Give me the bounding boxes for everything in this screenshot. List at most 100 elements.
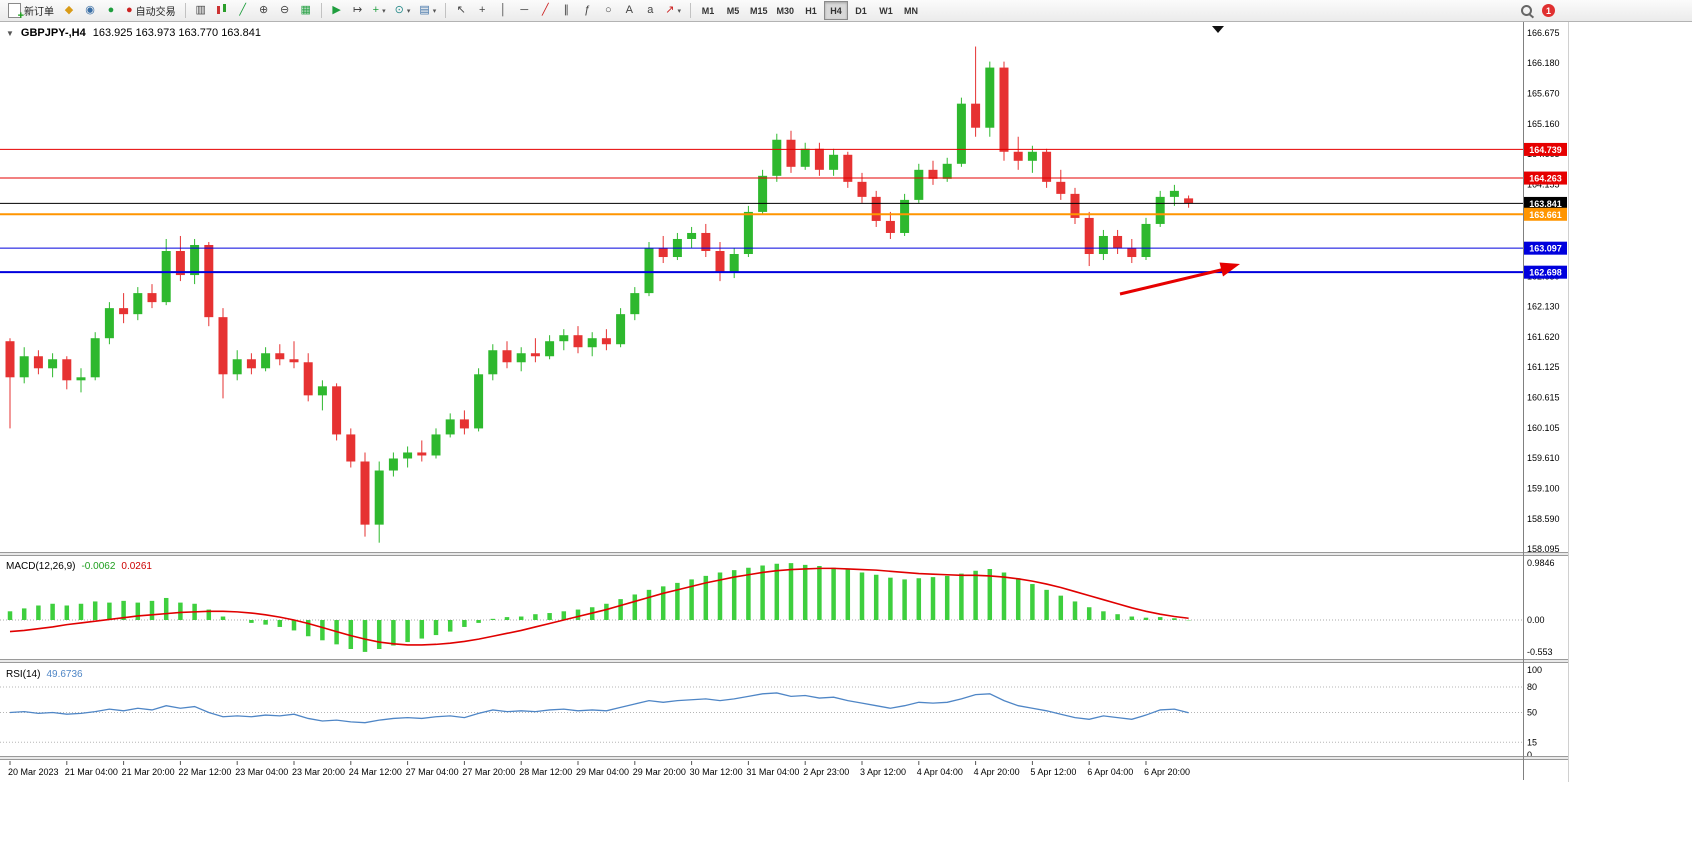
new-order-button[interactable]: 新订单 — [4, 1, 58, 22]
chart-canvas[interactable]: 166.675166.180165.670165.160164.665164.1… — [0, 22, 1568, 780]
svg-text:159.100: 159.100 — [1527, 484, 1560, 494]
periods-button[interactable]: ⊙ ▾ — [391, 1, 415, 20]
horizontal-line-button[interactable]: ─ — [514, 1, 534, 20]
svg-text:21 Mar 04:00: 21 Mar 04:00 — [65, 767, 118, 777]
new-order-icon — [8, 3, 24, 22]
svg-text:162.698: 162.698 — [1529, 268, 1562, 278]
svg-text:80: 80 — [1527, 682, 1537, 692]
svg-text:-0.553: -0.553 — [1527, 647, 1553, 657]
svg-text:100: 100 — [1527, 665, 1542, 675]
svg-text:27 Mar 20:00: 27 Mar 20:00 — [462, 767, 515, 777]
timeframe-m30-button[interactable]: M30 — [773, 1, 799, 20]
svg-text:21 Mar 20:00: 21 Mar 20:00 — [122, 767, 175, 777]
search-button[interactable] — [1516, 1, 1536, 20]
toolbar-separator — [320, 3, 322, 18]
new-order-label: 新订单 — [24, 7, 54, 18]
timeframe-mn-button[interactable]: MN — [899, 1, 923, 20]
svg-text:162.130: 162.130 — [1527, 301, 1560, 311]
candlestick-chart-button[interactable] — [212, 1, 232, 20]
channel-button[interactable]: ∥ — [556, 1, 576, 20]
chart-shift-icon: ↦ — [353, 4, 363, 16]
trendline-icon: ╱ — [541, 4, 549, 16]
timeframes-group: M1 M5 M15 M30 H1 H4 D1 W1 MN — [694, 1, 925, 20]
chart-window: ▼ GBPJPY-,H4 163.925 163.973 163.770 163… — [0, 22, 1569, 782]
svg-text:2 Apr 23:00: 2 Apr 23:00 — [803, 767, 849, 777]
timeframe-d1-button[interactable]: D1 — [849, 1, 873, 20]
zoom-in-button[interactable]: ⊕ — [254, 1, 274, 20]
crosshair-button[interactable]: + — [472, 1, 492, 20]
svg-text:20 Mar 2023: 20 Mar 2023 — [8, 767, 59, 777]
svg-text:160.615: 160.615 — [1527, 392, 1560, 402]
zoom-in-icon: ⊕ — [259, 4, 269, 16]
toolbar-right-group: 1 — [1516, 1, 1555, 20]
indicators-icon: + — [372, 4, 380, 16]
svg-text:165.160: 165.160 — [1527, 119, 1560, 129]
auto-trading-button[interactable]: ● 自动交易 — [122, 1, 180, 20]
text-button[interactable]: A — [619, 1, 639, 20]
toolbar: 新订单 ◆ ◉ ● ● 自动交易 ▥ ╱ ⊕ ⊖ ▦ ▶ ↦ +▾ ⊙▾ ▤▾ — [0, 0, 1692, 22]
templates-icon: ▤ — [419, 4, 430, 16]
chart-tools-group: ▶ ↦ + ▾ ⊙ ▾ ▤ ▾ — [325, 1, 443, 20]
svg-text:159.610: 159.610 — [1527, 453, 1560, 463]
cursor-button[interactable]: ↖ — [451, 1, 471, 20]
svg-text:0: 0 — [1527, 750, 1532, 760]
shapes-icon: ○ — [604, 4, 612, 16]
navigator-button[interactable]: ◉ — [80, 1, 100, 20]
tile-windows-icon: ▦ — [300, 4, 311, 16]
svg-text:166.675: 166.675 — [1527, 28, 1560, 38]
timeframe-m5-button[interactable]: M5 — [721, 1, 745, 20]
one-click-trading-toggle-icon[interactable]: ▼ — [6, 28, 14, 38]
svg-text:161.620: 161.620 — [1527, 332, 1560, 342]
macd-main-value: -0.0062 — [81, 561, 116, 572]
svg-text:3 Apr 12:00: 3 Apr 12:00 — [860, 767, 906, 777]
svg-text:166.180: 166.180 — [1527, 58, 1560, 68]
svg-text:158.590: 158.590 — [1527, 514, 1560, 524]
arrow-tools-button[interactable]: ↗ ▾ — [661, 1, 685, 20]
terminal-icon: ● — [107, 4, 115, 16]
line-chart-icon: ╱ — [239, 4, 246, 16]
vertical-line-button[interactable]: │ — [493, 1, 513, 20]
vertical-line-icon: │ — [499, 4, 507, 16]
terminal-button[interactable]: ● — [101, 1, 121, 20]
chart-shift-button[interactable]: ↦ — [348, 1, 368, 20]
timeframe-h1-button[interactable]: H1 — [799, 1, 823, 20]
svg-text:29 Mar 04:00: 29 Mar 04:00 — [576, 767, 629, 777]
dropdown-caret-icon: ▾ — [677, 7, 681, 15]
fibonacci-button[interactable]: ƒ — [577, 1, 597, 20]
timeframe-w1-button[interactable]: W1 — [874, 1, 898, 20]
macd-signal-value: 0.0261 — [121, 561, 152, 572]
text-label-icon: a — [647, 4, 654, 16]
rsi-value: 49.6736 — [46, 669, 83, 680]
timeframe-m1-button[interactable]: M1 — [696, 1, 720, 20]
tile-windows-button[interactable]: ▦ — [296, 1, 316, 20]
timeframe-h4-button[interactable]: H4 — [824, 1, 849, 20]
svg-text:4 Apr 20:00: 4 Apr 20:00 — [974, 767, 1020, 777]
svg-text:30 Mar 12:00: 30 Mar 12:00 — [690, 767, 743, 777]
svg-text:23 Mar 04:00: 23 Mar 04:00 — [235, 767, 288, 777]
horizontal-line-icon: ─ — [520, 4, 529, 16]
timeframe-m15-button[interactable]: M15 — [746, 1, 772, 20]
svg-text:161.125: 161.125 — [1527, 362, 1560, 372]
auto-scroll-button[interactable]: ▶ — [327, 1, 347, 20]
indicators-button[interactable]: + ▾ — [369, 1, 390, 20]
navigator-icon: ◉ — [85, 4, 95, 16]
svg-text:27 Mar 04:00: 27 Mar 04:00 — [406, 767, 459, 777]
market-watch-icon: ◆ — [64, 4, 74, 16]
zoom-out-button[interactable]: ⊖ — [275, 1, 295, 20]
fibonacci-icon: ƒ — [584, 4, 591, 16]
svg-text:28 Mar 12:00: 28 Mar 12:00 — [519, 767, 572, 777]
dropdown-caret-icon: ▾ — [382, 7, 386, 15]
line-chart-button[interactable]: ╱ — [233, 1, 253, 20]
macd-indicator-label: MACD(12,26,9) -0.0062 0.0261 — [6, 561, 152, 572]
shapes-button[interactable]: ○ — [598, 1, 618, 20]
text-label-button[interactable]: a — [640, 1, 660, 20]
rsi-name: RSI(14) — [6, 669, 41, 680]
svg-text:160.105: 160.105 — [1527, 423, 1560, 433]
search-icon — [1520, 5, 1532, 16]
templates-button[interactable]: ▤ ▾ — [415, 1, 440, 20]
market-watch-button[interactable]: ◆ — [59, 1, 79, 20]
bar-chart-button[interactable]: ▥ — [191, 1, 211, 20]
trendline-button[interactable]: ╱ — [535, 1, 555, 20]
notification-badge[interactable]: 1 — [1542, 4, 1555, 17]
